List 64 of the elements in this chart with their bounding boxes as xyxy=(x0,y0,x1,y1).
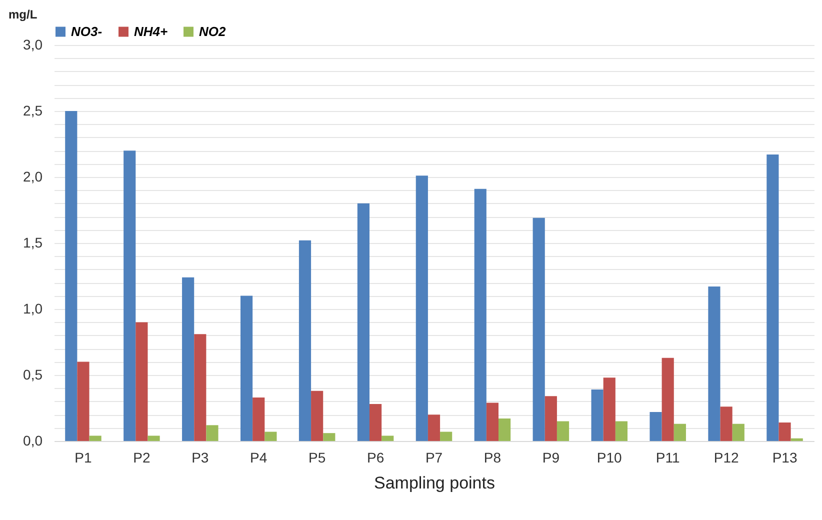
bar xyxy=(206,425,218,441)
x-tick-label: P13 xyxy=(772,450,798,466)
bar xyxy=(650,412,662,441)
bar xyxy=(708,286,720,441)
x-tick-label: P10 xyxy=(596,450,622,466)
bar xyxy=(440,432,452,441)
bar xyxy=(369,404,382,441)
bar xyxy=(486,402,499,441)
legend-label: NO3- xyxy=(71,24,102,39)
legend-label: NH4+ xyxy=(134,24,168,39)
bar xyxy=(474,188,486,441)
x-tick-label: P3 xyxy=(192,450,209,466)
bar xyxy=(357,203,370,441)
y-tick-label: 2,0 xyxy=(23,168,43,184)
bar xyxy=(194,334,206,441)
bar xyxy=(136,322,148,441)
bar xyxy=(720,406,732,441)
bar xyxy=(532,218,545,441)
bar xyxy=(264,432,277,441)
y-tick-label: 0,0 xyxy=(23,432,43,448)
x-tick-label: P5 xyxy=(308,450,326,466)
bar xyxy=(252,397,265,441)
bar xyxy=(298,240,312,441)
y-tick-label: 2,5 xyxy=(23,102,43,118)
bar xyxy=(544,396,557,441)
bar xyxy=(778,422,791,441)
bar xyxy=(732,424,744,441)
x-tick-label: P8 xyxy=(484,450,502,466)
x-axis-title: Sampling points xyxy=(374,474,495,492)
y-tick-label: 3,0 xyxy=(23,36,43,52)
bar xyxy=(790,438,803,441)
x-tick-label: P9 xyxy=(542,450,560,466)
y-tick-label: 1,0 xyxy=(23,300,43,316)
bar xyxy=(311,390,324,441)
bar xyxy=(240,296,253,441)
bar xyxy=(766,154,779,441)
bar xyxy=(591,390,604,441)
y-tick-label: 1,5 xyxy=(23,234,43,250)
bar xyxy=(674,424,686,441)
x-tick-label: P7 xyxy=(425,450,443,466)
bar xyxy=(323,433,336,441)
bar xyxy=(662,358,674,441)
bar xyxy=(182,277,194,441)
bar xyxy=(124,150,136,441)
bar xyxy=(89,436,102,441)
bar xyxy=(65,111,78,441)
bar xyxy=(428,414,440,441)
x-tick-label: P4 xyxy=(250,450,268,466)
bar xyxy=(603,378,616,441)
bar xyxy=(382,436,394,441)
x-tick-label: P2 xyxy=(133,450,150,466)
x-tick-label: P6 xyxy=(366,450,384,466)
y-tick-label: 0,5 xyxy=(23,366,43,382)
y-axis-title: mg/L xyxy=(8,8,38,22)
legend-label: NO2 xyxy=(199,24,226,39)
bar xyxy=(498,418,511,441)
bar xyxy=(615,421,628,441)
x-tick-label: P12 xyxy=(714,450,739,466)
x-tick-label: P1 xyxy=(74,450,92,466)
bar xyxy=(148,436,160,441)
bar xyxy=(77,362,90,441)
x-tick-label: P11 xyxy=(656,450,680,466)
bar xyxy=(416,176,428,441)
bar xyxy=(556,421,570,441)
